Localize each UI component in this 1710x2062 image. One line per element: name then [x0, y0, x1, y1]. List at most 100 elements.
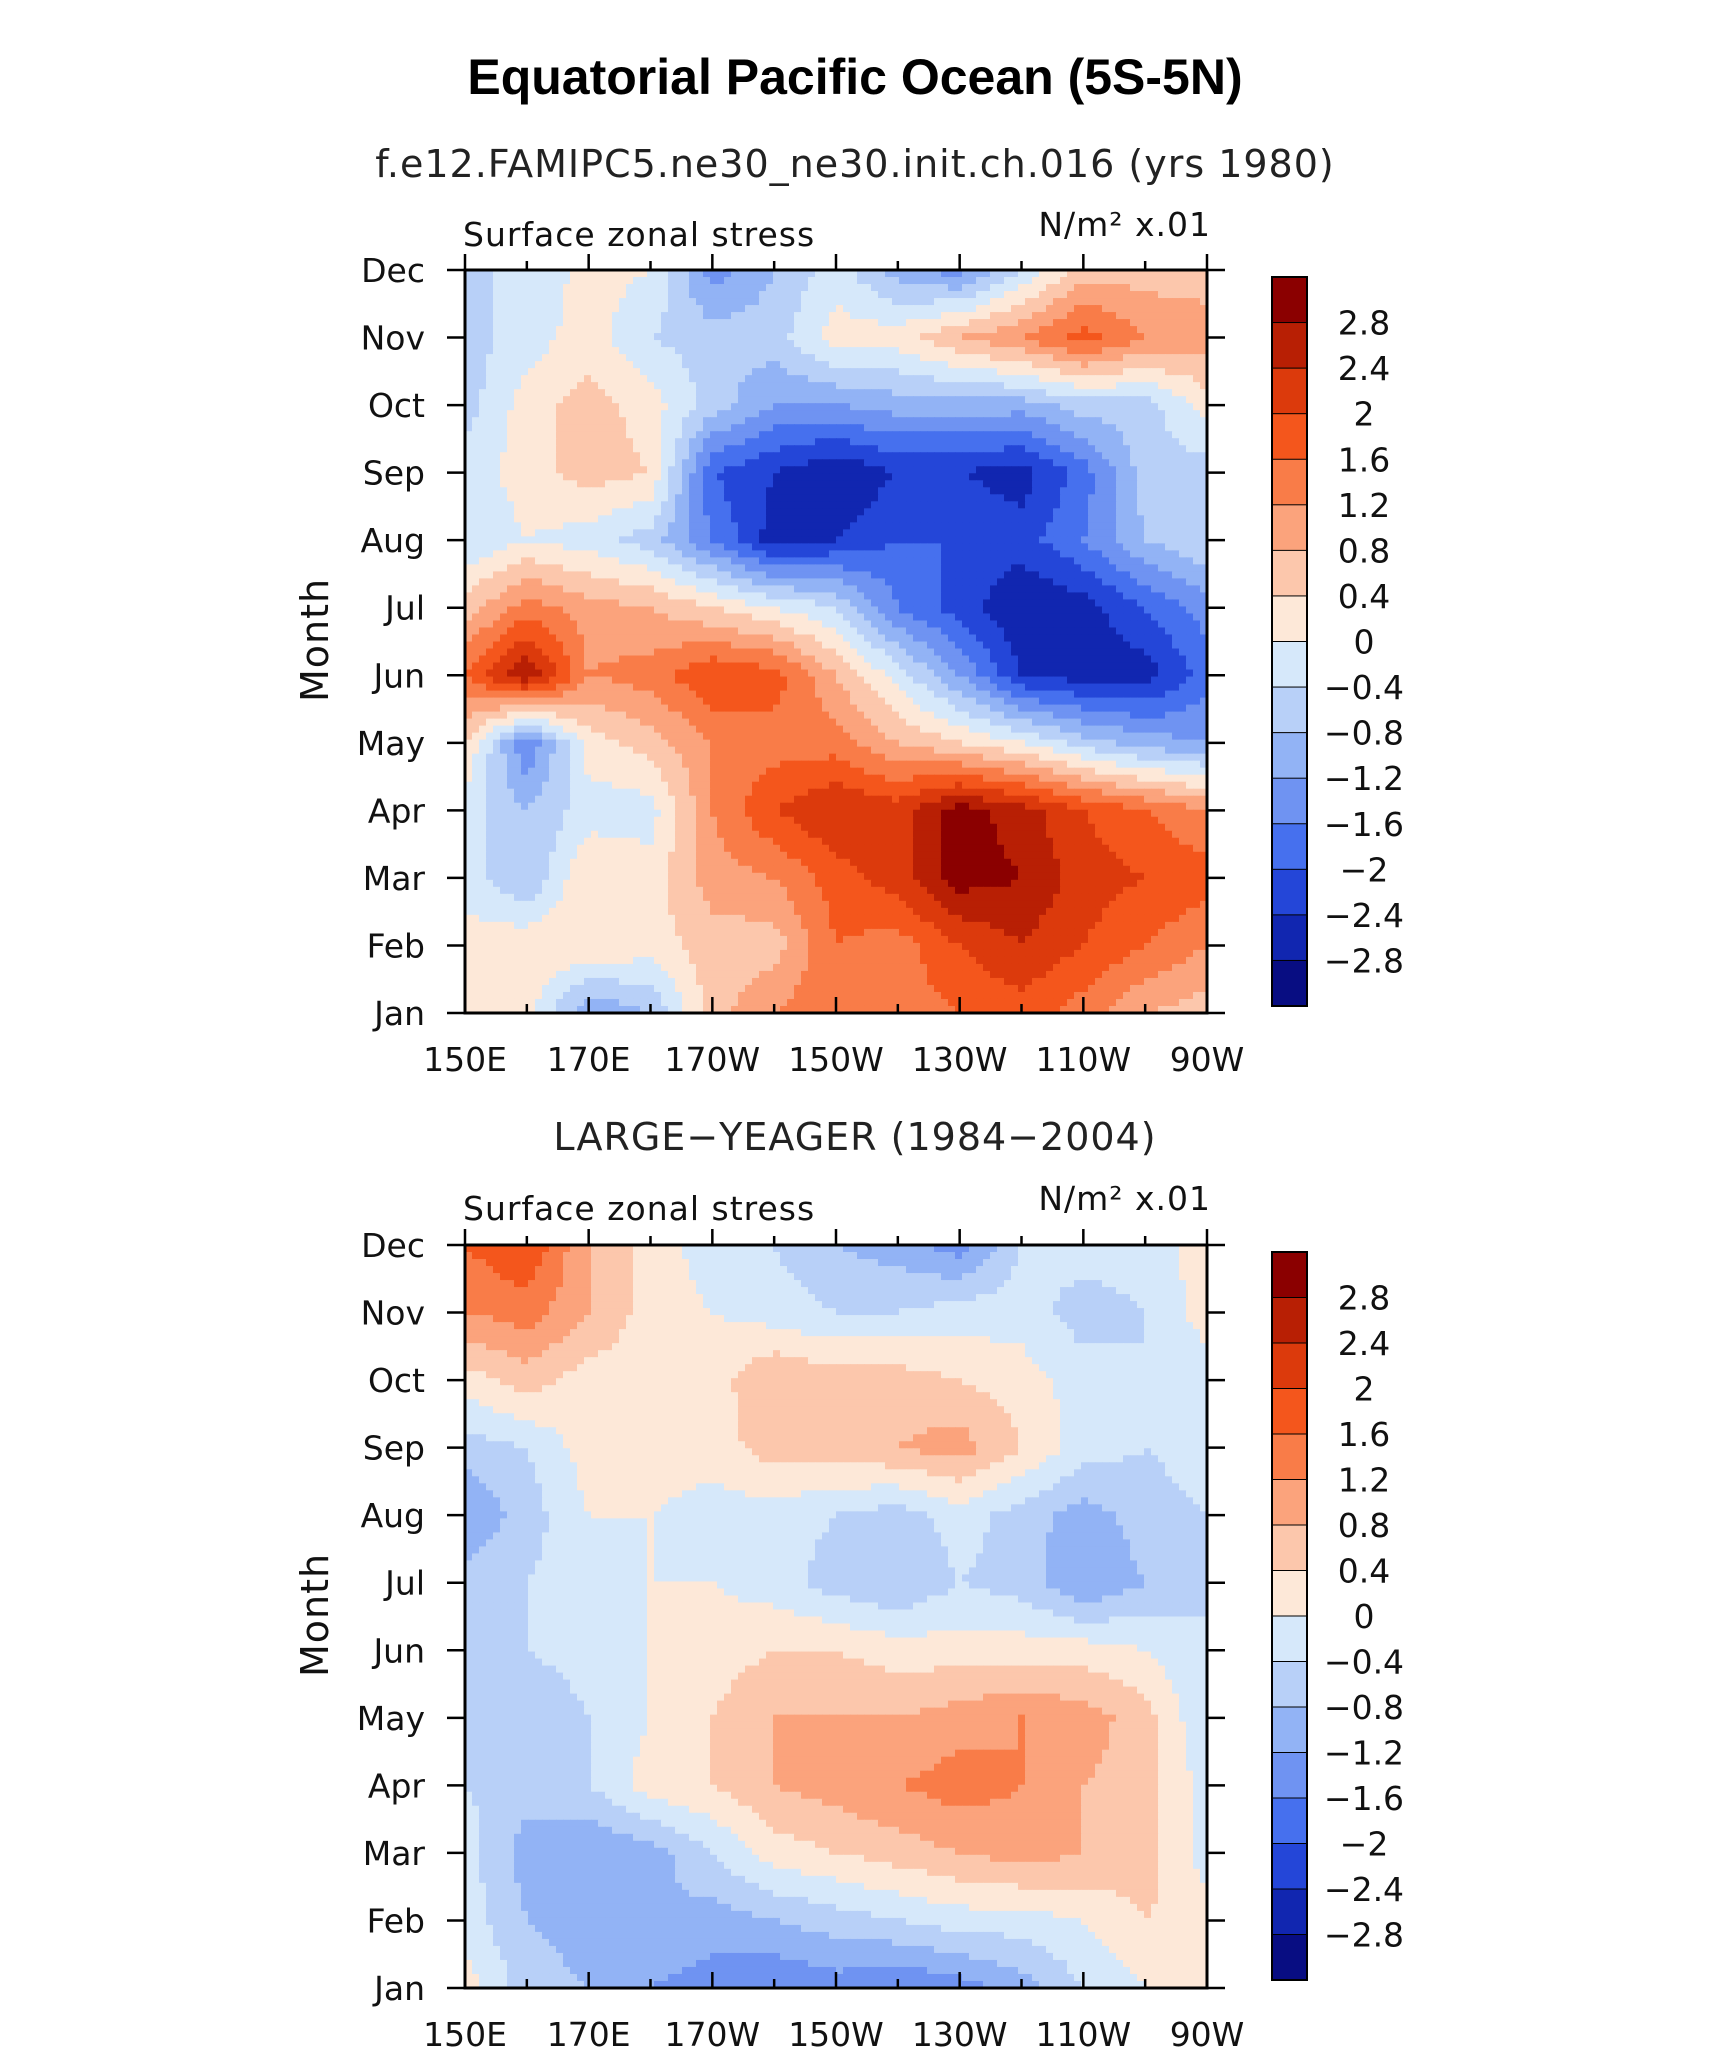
- heatmap-cell: [556, 396, 564, 404]
- heatmap-cell: [787, 291, 795, 299]
- heatmap-cell: [850, 375, 858, 383]
- heatmap-cell: [1165, 529, 1173, 537]
- heatmap-cell: [710, 368, 718, 376]
- heatmap-cell: [612, 389, 620, 397]
- heatmap-cell: [1032, 557, 1040, 565]
- heatmap-cell: [1144, 494, 1152, 502]
- heatmap-cell: [528, 431, 536, 439]
- heatmap-cell: [1130, 375, 1138, 383]
- heatmap-cell: [598, 361, 606, 369]
- heatmap-cell: [1137, 536, 1145, 544]
- heatmap-cell: [626, 466, 634, 474]
- heatmap-cell: [1102, 578, 1110, 586]
- heatmap-cell: [892, 487, 900, 495]
- heatmap-cell: [1123, 347, 1131, 355]
- heatmap-cell: [703, 515, 711, 523]
- heatmap-cell: [507, 333, 515, 341]
- heatmap-cell: [556, 361, 564, 369]
- heatmap-cell: [976, 389, 984, 397]
- heatmap-cell: [1102, 354, 1110, 362]
- heatmap-cell: [1116, 417, 1124, 425]
- heatmap-cell: [612, 312, 620, 320]
- heatmap-cell: [1039, 494, 1047, 502]
- heatmap-cell: [1102, 501, 1110, 509]
- heatmap-cell: [591, 529, 599, 537]
- heatmap-cell: [1088, 354, 1096, 362]
- heatmap-cell: [1046, 571, 1054, 579]
- heatmap-cell: [507, 536, 515, 544]
- heatmap-cell: [1081, 515, 1089, 523]
- heatmap-cell: [892, 326, 900, 334]
- heatmap-cell: [598, 368, 606, 376]
- heatmap-cell: [493, 375, 501, 383]
- heatmap-cell: [521, 438, 529, 446]
- heatmap-cell: [1130, 298, 1138, 306]
- heatmap-cell: [808, 536, 816, 544]
- heatmap-cell: [773, 347, 781, 355]
- heatmap-cell: [710, 403, 718, 411]
- heatmap-cell: [899, 466, 907, 474]
- heatmap-cell: [1130, 515, 1138, 523]
- heatmap-cell: [563, 466, 571, 474]
- heatmap-cell: [1018, 410, 1026, 418]
- heatmap-cell: [920, 319, 928, 327]
- heatmap-cell: [1067, 417, 1075, 425]
- heatmap-cell: [997, 424, 1005, 432]
- heatmap-cell: [584, 424, 592, 432]
- heatmap-cell: [682, 571, 690, 579]
- heatmap-cell: [1137, 382, 1145, 390]
- heatmap-cell: [598, 522, 606, 530]
- heatmap-cell: [794, 417, 802, 425]
- heatmap-cell: [556, 319, 564, 327]
- heatmap-cell: [584, 473, 592, 481]
- heatmap-cell: [1018, 361, 1026, 369]
- heatmap-cell: [780, 585, 788, 593]
- heatmap-cell: [1074, 564, 1082, 572]
- heatmap-cell: [626, 543, 634, 551]
- heatmap-cell: [1102, 284, 1110, 292]
- heatmap-cell: [612, 536, 620, 544]
- heatmap-cell: [1144, 417, 1152, 425]
- heatmap-cell: [556, 578, 564, 586]
- heatmap-cell: [850, 571, 858, 579]
- heatmap-cell: [584, 487, 592, 495]
- heatmap-cell: [1046, 403, 1054, 411]
- heatmap-cell: [612, 515, 620, 523]
- heatmap-cell: [752, 368, 760, 376]
- heatmap-cell: [549, 333, 557, 341]
- heatmap-cell: [948, 277, 956, 285]
- heatmap-cell: [500, 459, 508, 467]
- heatmap-cell: [983, 333, 991, 341]
- heatmap-cell: [1004, 340, 1012, 348]
- heatmap-cell: [927, 291, 935, 299]
- heatmap-cell: [1095, 480, 1103, 488]
- heatmap-cell: [983, 501, 991, 509]
- heatmap-cell: [577, 368, 585, 376]
- heatmap-cell: [1011, 354, 1019, 362]
- heatmap-cell: [528, 592, 536, 600]
- heatmap-cell: [969, 459, 977, 467]
- heatmap-cell: [983, 459, 991, 467]
- heatmap-cell: [1011, 550, 1019, 558]
- heatmap-cell: [948, 466, 956, 474]
- heatmap-cell: [780, 466, 788, 474]
- heatmap-cell: [759, 389, 767, 397]
- heatmap-cell: [689, 480, 697, 488]
- heatmap-cell: [696, 522, 704, 530]
- heatmap-cell: [1102, 396, 1110, 404]
- heatmap-cell: [913, 431, 921, 439]
- heatmap-cell: [626, 375, 634, 383]
- heatmap-cell: [920, 326, 928, 334]
- heatmap-cell: [871, 389, 879, 397]
- heatmap-cell: [745, 515, 753, 523]
- heatmap-cell: [1088, 298, 1096, 306]
- heatmap-cell: [1116, 550, 1124, 558]
- heatmap-cell: [969, 410, 977, 418]
- heatmap-cell: [976, 578, 984, 586]
- heatmap-cell: [591, 382, 599, 390]
- heatmap-cell: [815, 550, 823, 558]
- heatmap-cell: [850, 459, 858, 467]
- heatmap-cell: [899, 550, 907, 558]
- heatmap-cell: [724, 543, 732, 551]
- heatmap-cell: [1060, 319, 1068, 327]
